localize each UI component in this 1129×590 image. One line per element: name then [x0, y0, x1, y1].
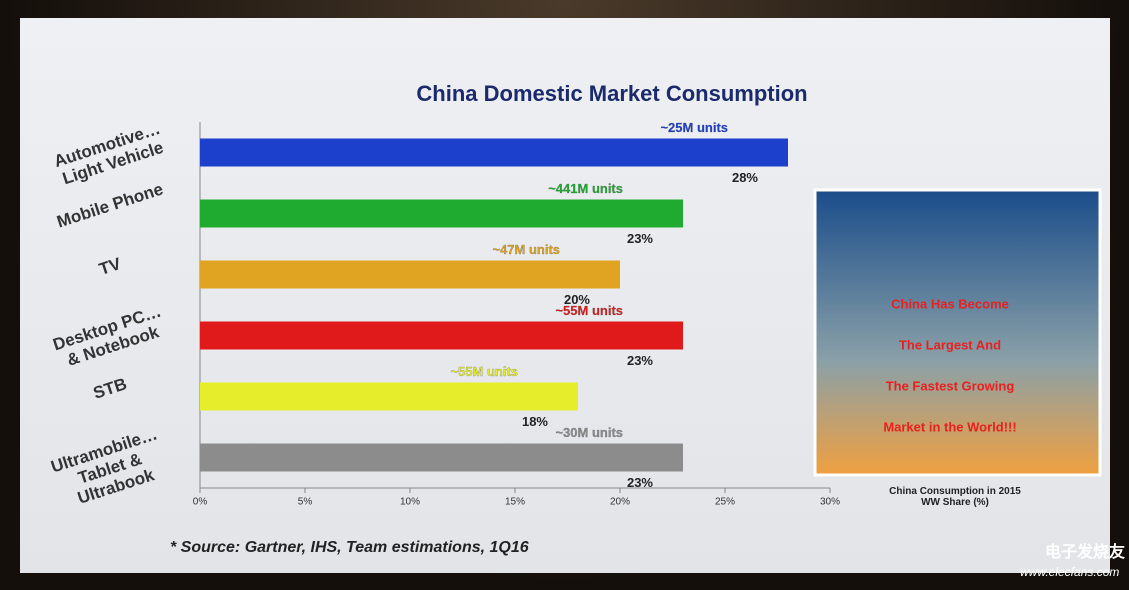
- unit-label: ~30M units: [555, 425, 623, 440]
- unit-label: ~55M units: [555, 303, 623, 318]
- bar: [200, 382, 578, 411]
- x-tick-label: 20%: [610, 497, 630, 508]
- x-tick-label: 0%: [193, 497, 208, 508]
- bar: [200, 199, 683, 228]
- value-label: 23%: [627, 231, 653, 246]
- x-tick-label: 15%: [505, 497, 525, 508]
- value-label: 20%: [564, 292, 590, 307]
- watermark-brand: 电子发烧友: [1045, 542, 1126, 561]
- chart-title: China Domestic Market Consumption: [416, 81, 807, 106]
- value-label: 18%: [522, 414, 548, 429]
- panel-text: The Largest And: [899, 337, 1001, 352]
- bar: [200, 260, 620, 289]
- x-tick-label: 5%: [298, 497, 313, 508]
- source: * Source: Gartner, IHS, Team estimations…: [170, 539, 529, 556]
- panel-image: [813, 188, 1102, 477]
- unit-label: ~47M units: [492, 242, 560, 257]
- x-axis-label: China Consumption in 2015 WW Share (%): [889, 486, 1021, 508]
- value-label: 23%: [627, 475, 653, 490]
- unit-label: ~55M units: [450, 364, 518, 379]
- panel-text: Market in the World!!!: [883, 419, 1016, 434]
- panel-text: The Fastest Growing: [886, 378, 1015, 393]
- value-label: 28%: [732, 170, 758, 185]
- bar: [200, 138, 788, 167]
- bar: [200, 443, 683, 472]
- x-tick-label: 25%: [715, 497, 735, 508]
- value-label: 23%: [627, 353, 653, 368]
- x-tick-label: 10%: [400, 497, 420, 508]
- panel-text: China Has Become: [891, 296, 1009, 311]
- bar: [200, 321, 683, 350]
- watermark-url: www.elecfans.com: [1020, 565, 1119, 579]
- unit-label: ~25M units: [660, 120, 728, 135]
- unit-label: ~441M units: [548, 181, 623, 196]
- x-tick-label: 30%: [820, 497, 840, 508]
